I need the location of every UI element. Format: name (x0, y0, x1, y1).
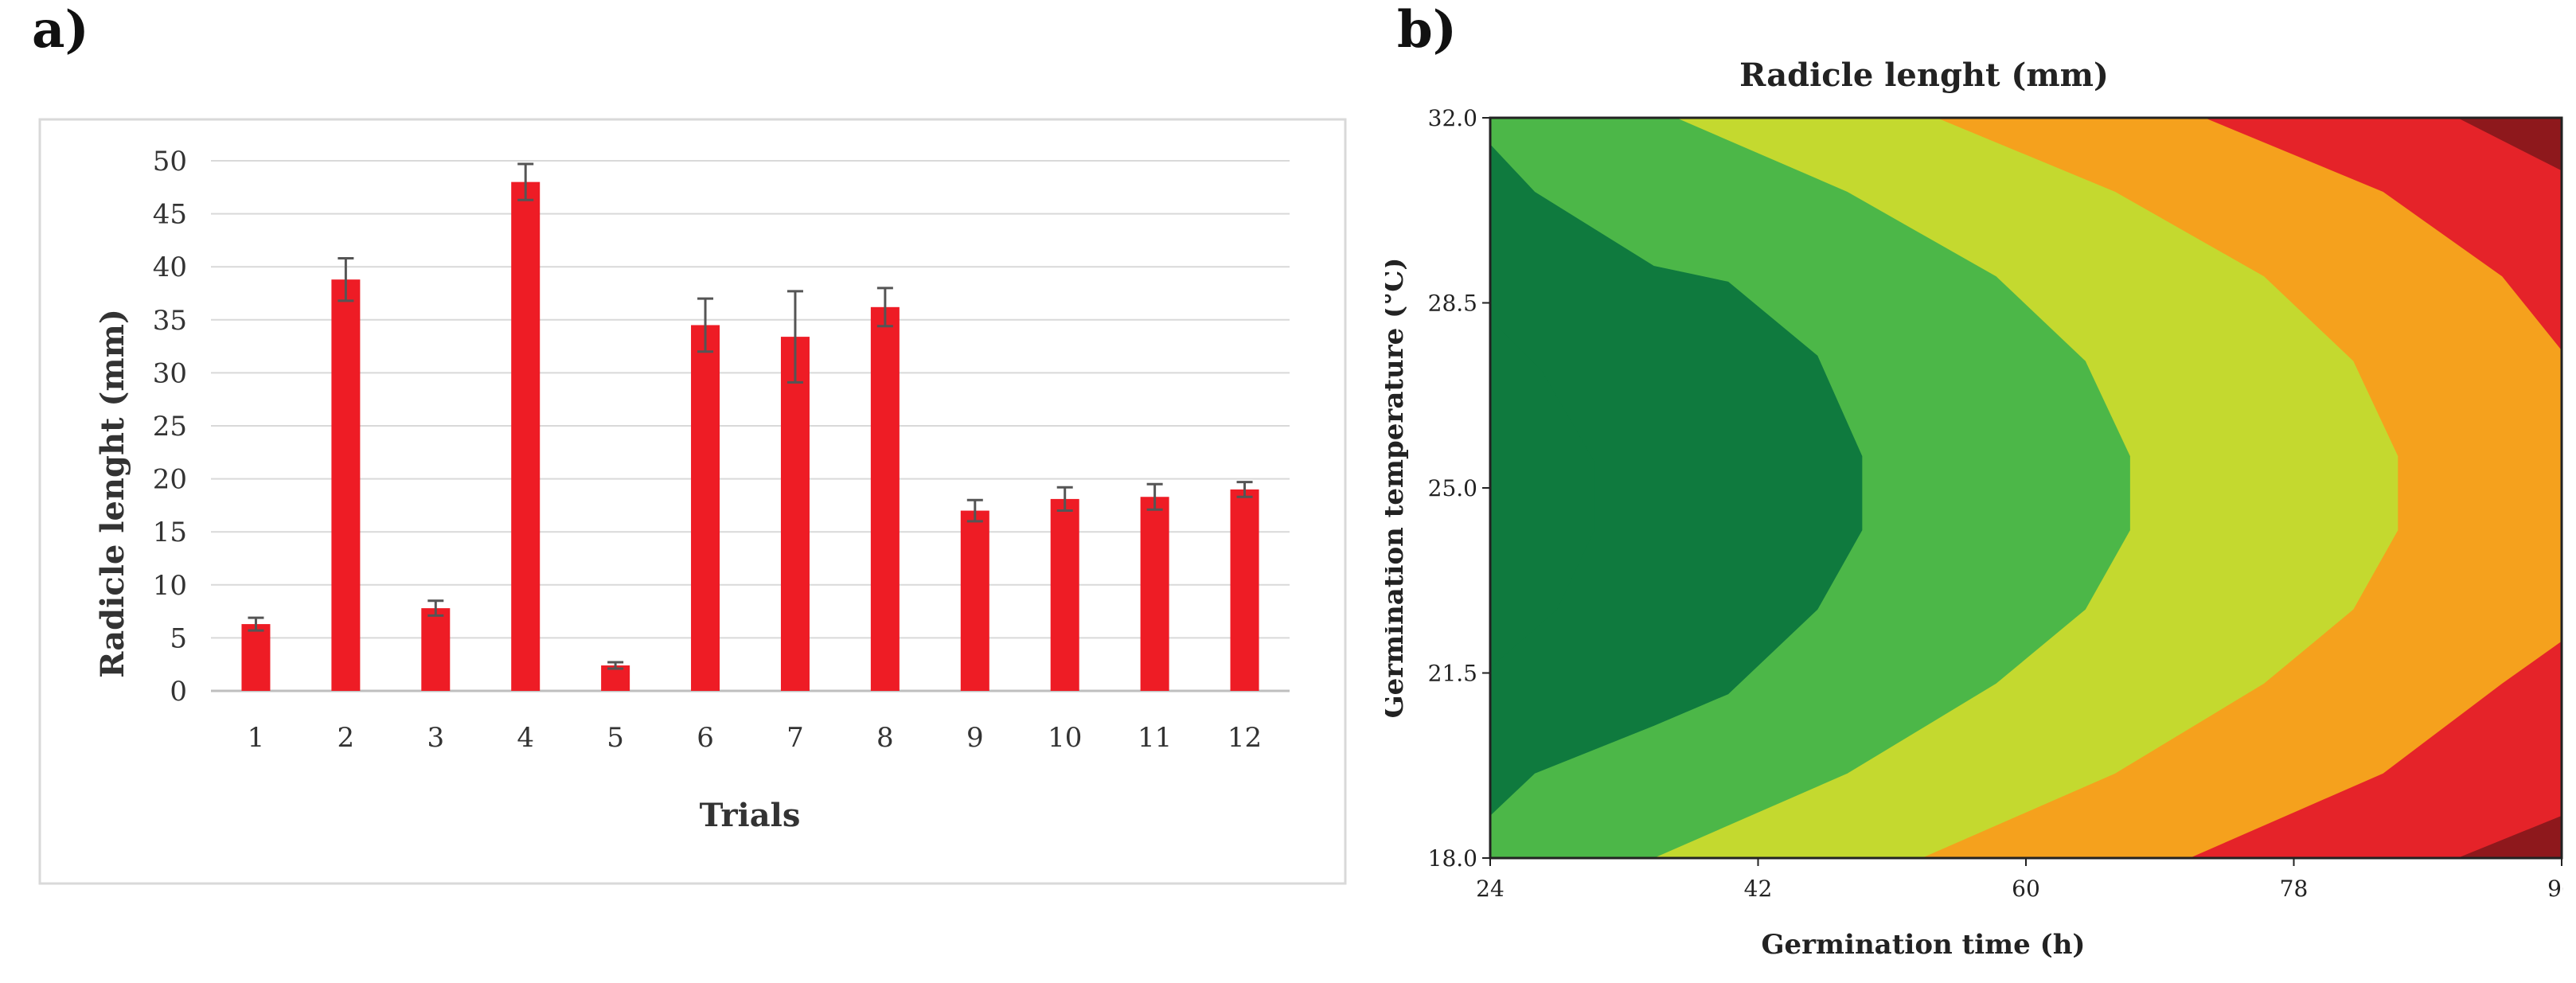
bar-xtick-label: 8 (876, 722, 894, 754)
contour-ylabel: Germination temperature (°C) (1385, 258, 1410, 719)
contour-ytick-label: 25.0 (1428, 475, 1477, 501)
contour-xlabel: Germination time (h) (1761, 929, 2085, 961)
bar-xtick-label: 3 (427, 722, 444, 754)
contour-chart: Radicle lenght (mm) 18.0 21.5 25.0 28.5 32.0… (1385, 57, 2563, 961)
bar (421, 608, 451, 691)
contour-ytick-label: 28.5 (1428, 291, 1477, 317)
bar (241, 624, 271, 691)
bar (691, 325, 720, 691)
panel-a-label: a) (32, 0, 89, 60)
bar-ytick-label: 50 (153, 146, 187, 177)
bar-ytick-label: 30 (153, 357, 187, 389)
bar (511, 181, 541, 691)
contour-xtick-label: 96 (2547, 876, 2563, 902)
bar-xtick-label: 5 (607, 722, 624, 754)
panel-b-label: b) (1397, 0, 1458, 60)
bar (1050, 498, 1079, 691)
bar-xtick-label: 9 (966, 722, 984, 754)
bar-ytick-label: 45 (153, 199, 187, 231)
contour-ytick-label: 32.0 (1428, 105, 1477, 131)
bar-xlabel: Trials (700, 797, 801, 834)
bar-xtick-label: 7 (786, 722, 804, 754)
contour-ytick-label: 21.5 (1428, 661, 1477, 687)
bar-ytick-label: 25 (153, 411, 187, 443)
bar-ytick-label: 20 (153, 464, 187, 496)
bar-xtick-label: 4 (517, 722, 534, 754)
bar-xtick-label: 12 (1228, 722, 1262, 754)
bar-ytick-label: 10 (153, 570, 187, 602)
contour-xtick-label: 24 (1476, 876, 1505, 902)
bar (780, 337, 810, 691)
bar-ytick-label: 5 (170, 622, 187, 654)
bar (1140, 497, 1169, 691)
bar (960, 510, 989, 691)
bar-ytick-label: 0 (170, 676, 187, 708)
bar-xtick-label: 11 (1138, 722, 1172, 754)
bar (870, 306, 900, 691)
bar-ytick-label: 15 (153, 517, 187, 548)
bar-xtick-label: 1 (248, 722, 265, 754)
bar-xtick-label: 2 (338, 722, 355, 754)
contour-region-10 (1490, 144, 1863, 816)
bar-xtick-label: 10 (1048, 722, 1082, 754)
bar (1230, 489, 1259, 691)
bar-ytick-label: 40 (153, 252, 187, 283)
contour-xtick-label: 78 (2280, 876, 2309, 902)
contour-xtick-label: 42 (1744, 876, 1773, 902)
contour-ytick-label: 18.0 (1428, 845, 1477, 872)
bar-ylabel: Radicle lenght (mm) (94, 309, 131, 678)
contour-xtick-label: 60 (2012, 876, 2040, 902)
contour-region-0 (1490, 318, 1594, 668)
bar (331, 279, 361, 691)
bar-ytick-label: 35 (153, 305, 187, 337)
bar-xtick-label: 6 (697, 722, 714, 754)
contour-title: Radicle lenght (mm) (1739, 57, 2109, 94)
